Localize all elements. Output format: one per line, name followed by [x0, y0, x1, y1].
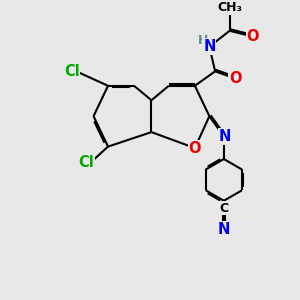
Text: O: O: [247, 29, 259, 44]
Text: N: N: [219, 129, 232, 144]
Text: Cl: Cl: [64, 64, 80, 79]
Text: Cl: Cl: [78, 155, 94, 170]
Text: CH₃: CH₃: [217, 1, 242, 14]
Text: H: H: [198, 34, 208, 47]
Text: C: C: [219, 202, 228, 215]
Text: O: O: [229, 71, 242, 86]
Text: O: O: [189, 140, 201, 155]
Text: N: N: [218, 222, 230, 237]
Text: N: N: [203, 39, 215, 54]
